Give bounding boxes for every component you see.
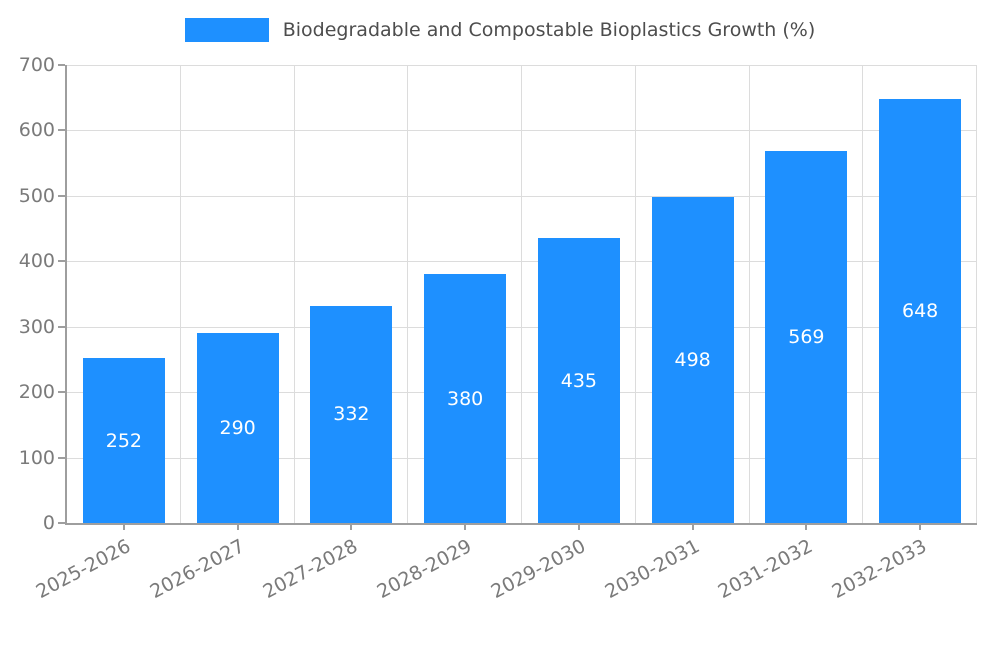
- x-tick-mark: [464, 523, 467, 530]
- chart-title: Biodegradable and Compostable Bioplastic…: [282, 19, 816, 41]
- bar: [424, 274, 507, 523]
- x-tick-mark: [919, 523, 922, 530]
- gridline-v: [748, 65, 750, 523]
- x-tick-mark: [236, 523, 239, 530]
- y-tick-mark: [58, 64, 65, 66]
- bar-value-label: 252: [105, 429, 143, 452]
- gridline-h: [67, 326, 977, 328]
- y-tick-mark: [58, 129, 65, 132]
- y-tick-label: 400: [18, 250, 55, 273]
- gridline-v: [293, 65, 295, 523]
- y-tick-mark: [58, 391, 65, 394]
- bar-value-label: 380: [446, 387, 484, 410]
- gridline-v: [407, 65, 409, 523]
- x-tick-label: 2032-2033: [828, 535, 931, 604]
- plot-area: 0 100 200 300 400 500 600 700 252 2025-2026 290 202…: [19, 54, 977, 603]
- bar-chart: Biodegradable and Compostable Bioplastic…: [0, 18, 1000, 603]
- y-tick-mark: [58, 260, 65, 263]
- bar-value-label: 648: [901, 300, 939, 322]
- x-tick-label: 2029-2030: [487, 535, 590, 604]
- y-tick-mark: [58, 194, 65, 197]
- y-tick-label: 600: [18, 119, 55, 142]
- gridline-v: [634, 65, 636, 523]
- gridline-v: [179, 65, 181, 523]
- chart-legend: Biodegradable and Compostable Bioplastic…: [0, 18, 1000, 42]
- bar: [879, 99, 962, 523]
- gridline-h: [67, 130, 977, 132]
- x-tick-label: 2030-2031: [601, 535, 703, 604]
- bar: [196, 333, 279, 523]
- gridline-h: [67, 195, 977, 197]
- y-tick-label: 700: [18, 54, 55, 76]
- x-tick-mark: [350, 523, 353, 530]
- gridline-h: [67, 457, 977, 459]
- bar-value-label: 435: [560, 369, 598, 392]
- bar-value-label: 498: [674, 349, 711, 372]
- y-tick-label: 300: [18, 315, 55, 338]
- gridline-h: [67, 392, 977, 394]
- x-tick-mark: [122, 523, 125, 530]
- bar: [765, 150, 848, 523]
- bar: [651, 197, 734, 523]
- bar-value-label: 332: [333, 403, 370, 426]
- y-tick-mark: [58, 325, 65, 328]
- y-tick-mark: [58, 522, 65, 524]
- bar-value-label: 569: [788, 325, 825, 348]
- bar: [537, 238, 620, 523]
- x-tick-mark: [805, 523, 808, 530]
- gridline-v: [862, 65, 864, 523]
- gridline-v: [521, 65, 522, 523]
- gridline-h: [67, 65, 977, 66]
- gridline-h: [67, 261, 977, 263]
- y-tick-label: 100: [18, 446, 55, 469]
- x-tick-mark: [577, 523, 580, 530]
- bar: [82, 358, 165, 523]
- gridline-v: [976, 65, 977, 523]
- bar-value-label: 290: [219, 417, 256, 440]
- x-tick-label: 2027-2028: [259, 535, 362, 604]
- x-tick-label: 2031-2032: [714, 535, 817, 604]
- legend-swatch: [184, 18, 269, 42]
- x-tick-mark: [691, 523, 694, 530]
- y-tick-label: 500: [18, 184, 55, 207]
- bar: [310, 305, 393, 523]
- x-tick-label: 2028-2029: [373, 535, 476, 604]
- y-tick-label: 200: [18, 381, 55, 404]
- y-tick-label: 0: [42, 512, 55, 534]
- y-tick-mark: [58, 456, 65, 459]
- x-tick-label: 2026-2027: [146, 535, 248, 604]
